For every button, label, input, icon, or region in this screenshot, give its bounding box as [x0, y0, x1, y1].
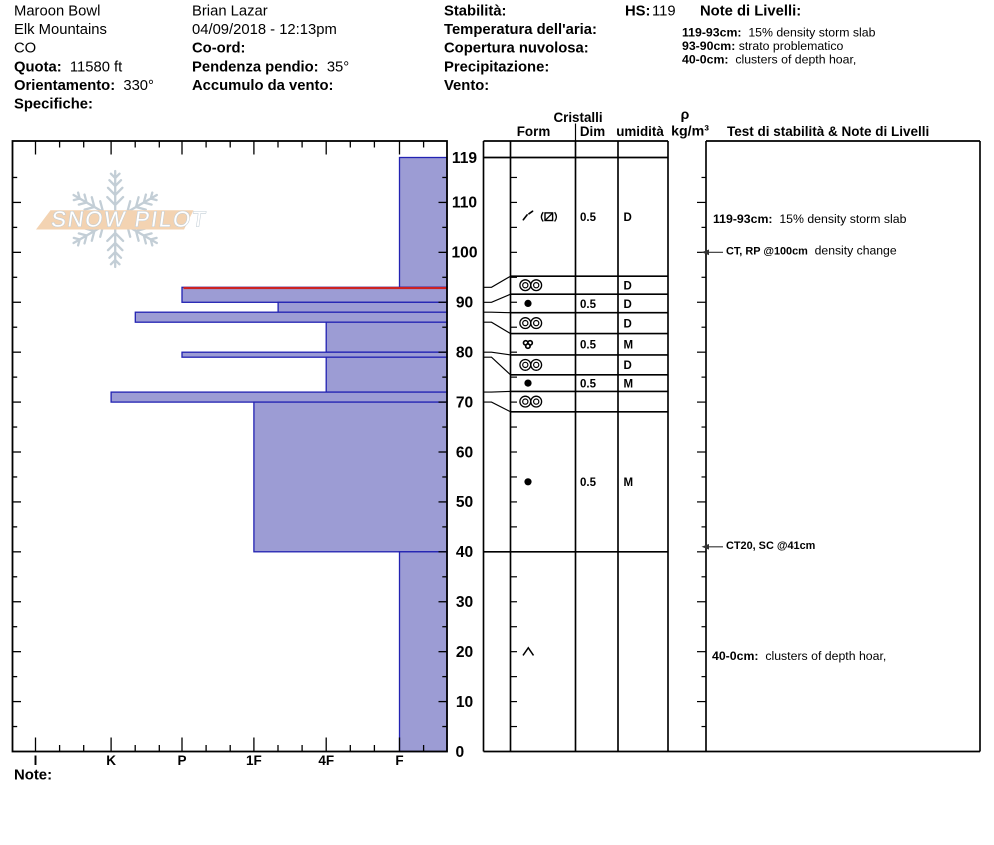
- svg-text:K: K: [106, 753, 116, 768]
- svg-text:93-90cm: strato problematico: 93-90cm: strato problematico: [682, 39, 843, 53]
- svg-text:20: 20: [456, 644, 474, 661]
- svg-text:0.5: 0.5: [580, 340, 597, 352]
- svg-text:90: 90: [456, 295, 474, 312]
- svg-text:Temperatura dell'aria:: Temperatura dell'aria:: [444, 22, 597, 38]
- svg-text:Quota: 11580 ft: Quota: 11580 ft: [14, 59, 122, 75]
- svg-text:119: 119: [452, 150, 477, 167]
- svg-text:0.5: 0.5: [580, 378, 597, 390]
- svg-text:kg/m³: kg/m³: [671, 124, 709, 140]
- svg-text:1F: 1F: [246, 753, 262, 768]
- svg-text:110: 110: [452, 195, 477, 212]
- svg-text:SNOW PILOT: SNOW PILOT: [50, 207, 209, 232]
- svg-text:10: 10: [456, 694, 474, 711]
- svg-text:Note di Livelli:: Note di Livelli:: [700, 3, 801, 19]
- svg-text:ρ: ρ: [681, 106, 690, 122]
- svg-text:Copertura nuvolosa:: Copertura nuvolosa:: [444, 41, 589, 57]
- svg-text:0.5: 0.5: [580, 299, 597, 311]
- svg-text:Maroon Bowl: Maroon Bowl: [14, 3, 100, 19]
- svg-text:D: D: [624, 212, 632, 224]
- svg-text:F: F: [395, 753, 403, 768]
- svg-text:umidità: umidità: [616, 124, 664, 139]
- svg-text:Orientamento: 330°: Orientamento: 330°: [14, 78, 154, 94]
- svg-text:Note:: Note:: [14, 767, 52, 783]
- svg-text:CT20, SC @41cm: CT20, SC @41cm: [726, 540, 816, 552]
- svg-text:Test di stabilità & Note di Li: Test di stabilità & Note di Livelli: [727, 124, 929, 139]
- svg-text:119-93cm: 15% density storm s: 119-93cm: 15% density storm slab: [682, 26, 876, 40]
- svg-text:M: M: [624, 340, 634, 352]
- svg-text:80: 80: [456, 344, 474, 361]
- svg-text:I: I: [34, 753, 38, 768]
- svg-text:D: D: [624, 318, 632, 330]
- svg-text:Cristalli: Cristalli: [553, 110, 602, 125]
- svg-text:Elk Mountains: Elk Mountains: [14, 22, 107, 38]
- svg-text:Form: Form: [517, 124, 551, 139]
- svg-text:Co-ord:: Co-ord:: [192, 41, 245, 57]
- svg-text:HS:: HS:: [625, 3, 650, 19]
- svg-text:M: M: [624, 378, 634, 390]
- svg-text:40-0cm: clusters of depth hoa: 40-0cm: clusters of depth hoar,: [712, 649, 886, 663]
- svg-text:D: D: [624, 360, 632, 372]
- svg-text:D: D: [624, 299, 632, 311]
- svg-text:70: 70: [456, 394, 474, 411]
- svg-text:Brian Lazar: Brian Lazar: [192, 3, 268, 19]
- svg-text:0.5: 0.5: [580, 477, 597, 489]
- svg-text:P: P: [177, 753, 186, 768]
- svg-text:Dim: Dim: [580, 124, 605, 139]
- svg-text:Precipitazione:: Precipitazione:: [444, 59, 549, 75]
- svg-text:Pendenza pendio: 35°: Pendenza pendio: 35°: [192, 59, 349, 75]
- svg-text:M: M: [624, 477, 634, 489]
- svg-text:50: 50: [456, 494, 474, 511]
- svg-text:60: 60: [456, 444, 474, 461]
- svg-text:119-93cm: 15% density storm s: 119-93cm: 15% density storm slab: [713, 212, 907, 226]
- svg-text:D: D: [624, 281, 632, 293]
- svg-text:40-0cm: clusters of depth hoa: 40-0cm: clusters of depth hoar,: [682, 53, 856, 67]
- svg-text:4F: 4F: [318, 753, 334, 768]
- svg-text:Vento:: Vento:: [444, 78, 489, 94]
- svg-text:Specifiche:: Specifiche:: [14, 97, 93, 113]
- svg-text:CO: CO: [14, 41, 36, 57]
- svg-text:0: 0: [455, 744, 464, 761]
- svg-text:40: 40: [456, 544, 474, 561]
- svg-text:04/09/2018 - 12:13pm: 04/09/2018 - 12:13pm: [192, 22, 337, 38]
- svg-text:Accumulo da vento:: Accumulo da vento:: [192, 78, 333, 94]
- svg-text:0.5: 0.5: [580, 212, 597, 224]
- svg-text:100: 100: [451, 245, 477, 262]
- svg-text:Stabilità:: Stabilità:: [444, 3, 506, 19]
- svg-text:30: 30: [456, 594, 474, 611]
- svg-text:119: 119: [652, 3, 676, 19]
- svg-text:CT, RP @100cm density change: CT, RP @100cm density change: [726, 244, 897, 258]
